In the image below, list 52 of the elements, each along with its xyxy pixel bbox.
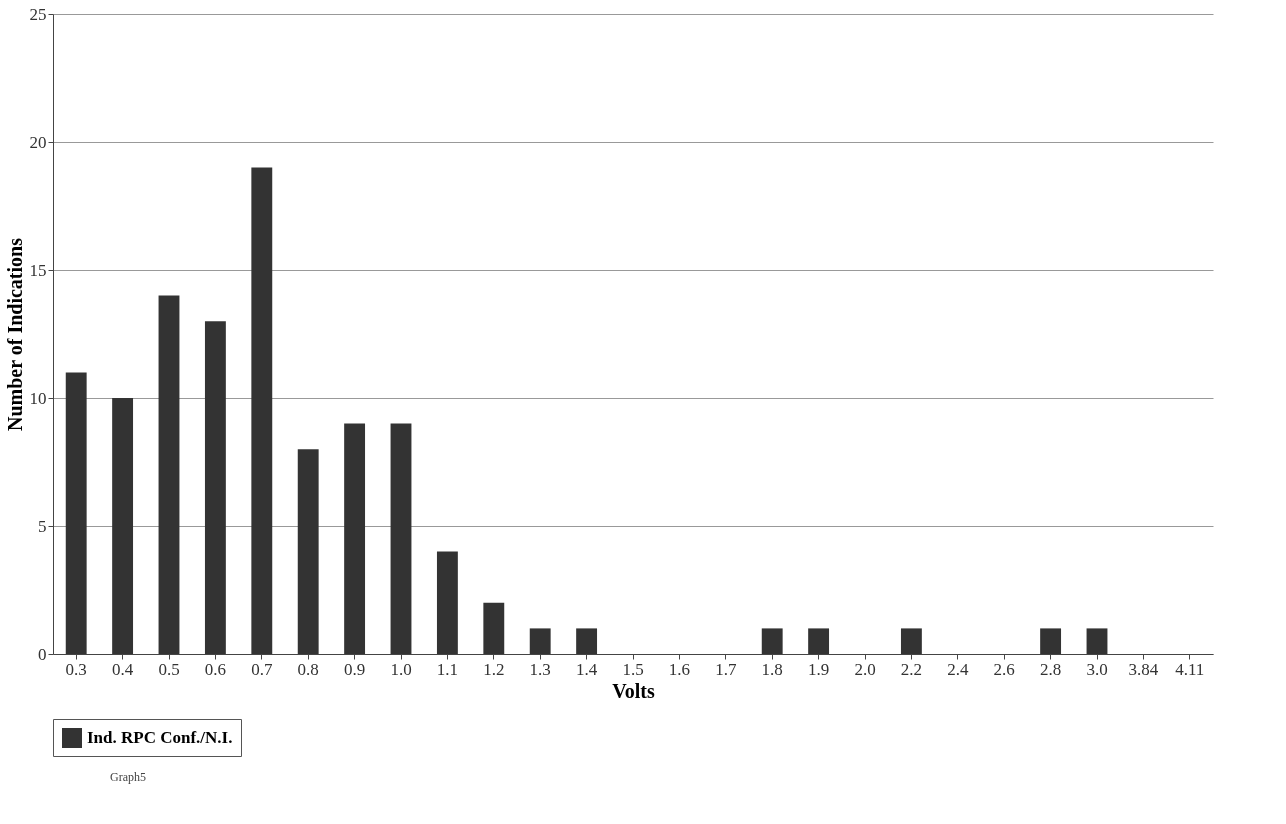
x-tick-label: 1.3 <box>529 659 551 679</box>
bar <box>251 167 273 654</box>
bar <box>808 628 830 654</box>
x-tick-label: 0.7 <box>251 659 273 679</box>
x-tick-label: 1.6 <box>668 659 691 679</box>
x-tick-label: 4.11 <box>1175 659 1205 679</box>
x-tick-label: 0.6 <box>204 659 227 679</box>
x-tick-label: 0.3 <box>65 659 87 679</box>
x-tick-label: 3.0 <box>1086 659 1108 679</box>
x-tick-label: 1.9 <box>807 659 830 679</box>
x-tick-label: 1.8 <box>761 659 783 679</box>
x-tick-label: 2.6 <box>993 659 1015 679</box>
x-axis-title: Volts <box>612 679 656 702</box>
bar <box>761 628 783 654</box>
bar <box>436 551 458 654</box>
y-tick-label: 20 <box>29 132 47 152</box>
x-tick-label: 2.8 <box>1039 659 1062 679</box>
x-tick-label: 0.9 <box>343 659 366 679</box>
x-tick-label: 1.7 <box>715 659 737 679</box>
x-tick-label: 2.2 <box>900 659 923 679</box>
bar <box>1040 628 1062 654</box>
bar <box>900 628 922 654</box>
x-tick-label: 3.84 <box>1128 659 1159 679</box>
y-tick-label: 15 <box>29 260 47 280</box>
x-tick-label: 2.4 <box>947 659 969 679</box>
y-axis-title: Number of Indications <box>3 237 26 431</box>
y-tick-label: 0 <box>38 644 47 664</box>
bar <box>112 398 134 654</box>
bar <box>483 602 505 654</box>
y-tick-label: 10 <box>29 388 47 408</box>
bar <box>344 423 366 654</box>
bar <box>576 628 598 654</box>
x-tick-label: 1.2 <box>483 659 505 679</box>
x-tick-label: 1.5 <box>622 659 644 679</box>
legend-label: Ind. RPC Conf./N.I. <box>87 728 233 747</box>
bar <box>158 295 180 654</box>
bar <box>390 423 412 654</box>
bar <box>297 449 319 654</box>
x-tick-label: 0.5 <box>158 659 180 679</box>
caption: Graph5 <box>110 770 146 785</box>
x-tick-label: 0.4 <box>111 659 134 679</box>
x-tick-label: 1.0 <box>390 659 412 679</box>
bar <box>529 628 551 654</box>
bar <box>1086 628 1108 654</box>
bar <box>204 321 226 654</box>
y-tick-label: 5 <box>38 516 47 536</box>
x-tick-label: 0.8 <box>297 659 319 679</box>
x-tick-label: 1.4 <box>575 659 598 679</box>
x-tick-label: 2.0 <box>854 659 876 679</box>
y-tick-label: 25 <box>29 4 47 24</box>
x-tick-label: 1.1 <box>436 659 459 679</box>
bar <box>65 372 87 654</box>
